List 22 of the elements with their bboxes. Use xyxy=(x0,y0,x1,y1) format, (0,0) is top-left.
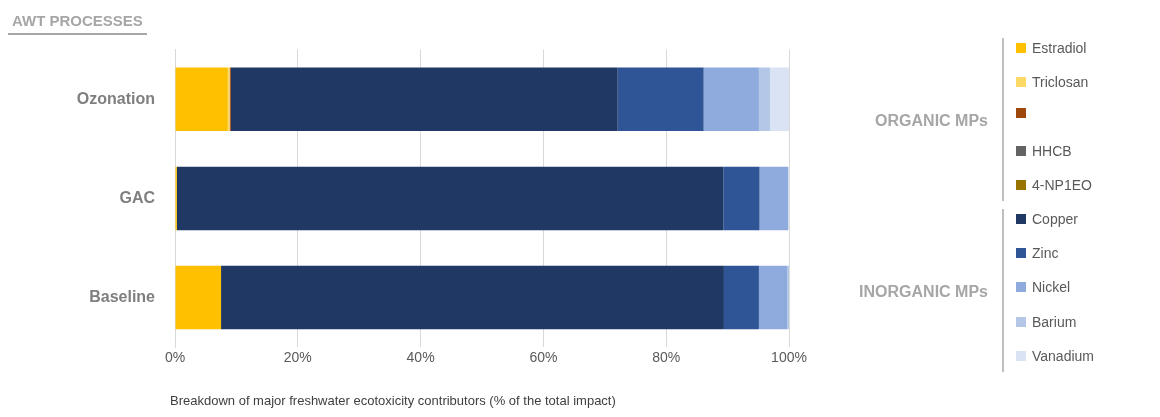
legend-label: Estradiol xyxy=(1032,40,1087,56)
legend-label: Zinc xyxy=(1032,245,1059,262)
legend-label: Copper xyxy=(1032,211,1078,227)
legend-label: HHCB xyxy=(1032,142,1072,159)
x-tick-label: 40% xyxy=(406,349,435,366)
legend-label: Nickel xyxy=(1032,279,1071,296)
y-tick-label: GAC xyxy=(119,188,156,206)
x-tick-label: 100% xyxy=(771,349,807,366)
x-tick-label: 80% xyxy=(652,349,681,366)
y-tick-label: Ozonation xyxy=(76,89,155,107)
y-axis-title: AWT PROCESSES xyxy=(8,12,147,35)
legend-label: 4-NP1EO xyxy=(1032,176,1092,193)
x-axis-title: Breakdown of major freshwater ecotoxicity contributors (% of the total impact) xyxy=(170,393,616,408)
text: INORGANIC MPs xyxy=(859,282,988,301)
x-tick-label: 60% xyxy=(529,349,558,366)
x-tick-label: 20% xyxy=(283,349,312,366)
x-tick-label: 0% xyxy=(164,349,186,366)
text: ORGANIC MPs xyxy=(875,111,988,130)
legend-label: Vanadium xyxy=(1032,347,1095,364)
legend-label: Barium xyxy=(1032,313,1077,330)
y-tick-label: Baseline xyxy=(89,288,156,306)
legend-label: Triclosan xyxy=(1032,74,1089,91)
